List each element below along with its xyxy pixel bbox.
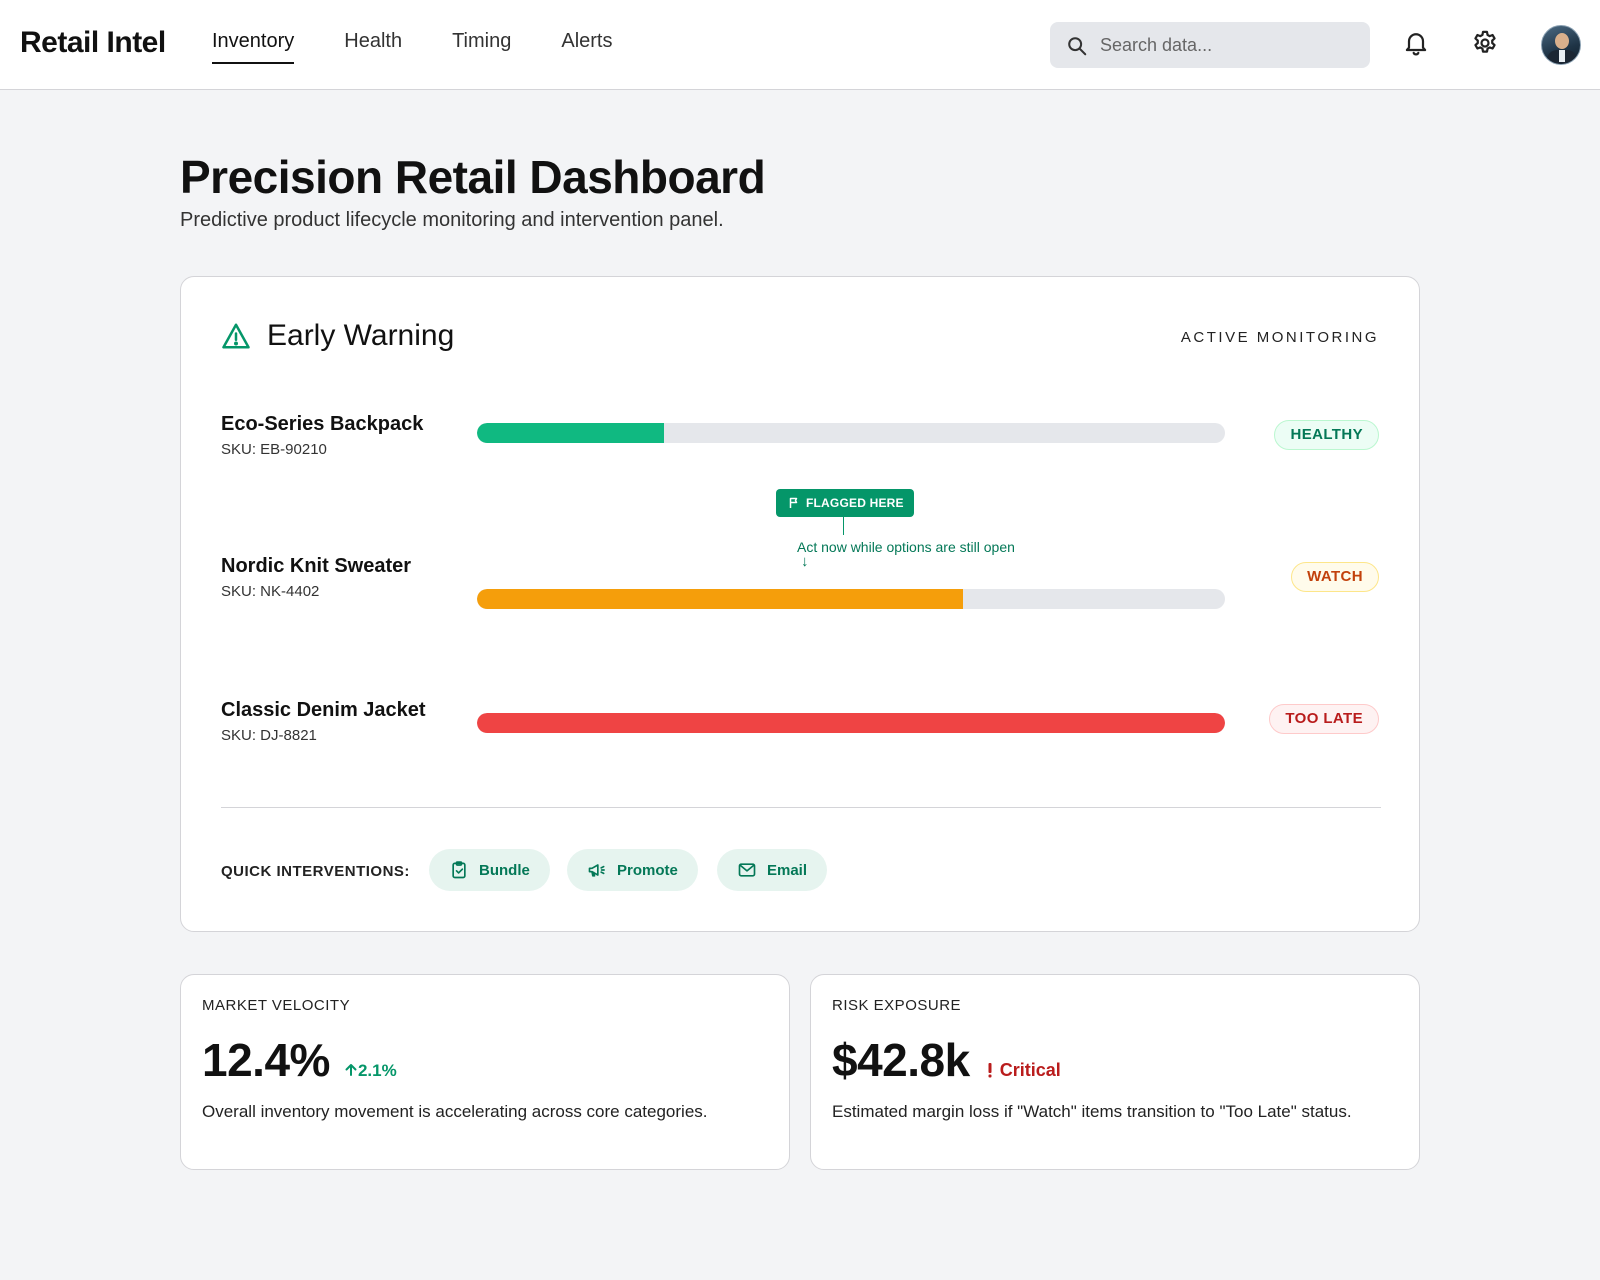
critical-indicator: Critical xyxy=(986,1060,1061,1081)
critical-label: Critical xyxy=(999,1060,1061,1080)
early-warning-title: Early Warning xyxy=(267,319,455,352)
quick-interventions-label: QUICK INTERVENTIONS: xyxy=(221,863,410,880)
email-label: Email xyxy=(767,861,808,879)
main-nav: Inventory Health Timing Alerts xyxy=(212,30,662,64)
section-divider xyxy=(221,807,1381,808)
mail-icon xyxy=(738,863,756,877)
bundle-label: Bundle xyxy=(479,861,530,879)
status-badge-watch: WATCH xyxy=(1291,562,1379,592)
avatar[interactable] xyxy=(1541,25,1581,65)
promote-button[interactable]: Promote xyxy=(567,849,698,891)
product-name-sweater: Nordic Knit Sweater xyxy=(221,555,412,577)
bundle-button[interactable]: Bundle xyxy=(429,849,550,891)
clipboard-check-icon xyxy=(452,861,466,879)
flagged-here-marker[interactable]: FLAGGED HERE xyxy=(776,489,914,517)
avatar-face xyxy=(1555,33,1569,49)
risk-exposure-value: $42.8k xyxy=(832,1034,970,1086)
arrow-up-icon xyxy=(345,1064,357,1076)
nav-inventory[interactable]: Inventory xyxy=(212,30,295,64)
warning-triangle-icon xyxy=(222,323,250,349)
risk-exposure-label: RISK EXPOSURE xyxy=(832,997,962,1014)
megaphone-icon xyxy=(588,864,605,877)
gear-icon[interactable] xyxy=(1471,29,1499,57)
risk-exposure-description: Estimated margin loss if "Watch" items t… xyxy=(832,1102,1352,1121)
product-sku-sweater: SKU: NK-4402 xyxy=(221,583,320,600)
product-sku-jacket: SKU: DJ-8821 xyxy=(221,727,317,744)
flag-label: FLAGGED HERE xyxy=(806,496,904,510)
market-velocity-value: 12.4% xyxy=(202,1034,330,1086)
lifecycle-bar-backpack xyxy=(477,423,1225,443)
market-velocity-label: MARKET VELOCITY xyxy=(202,997,351,1014)
product-name-jacket: Classic Denim Jacket xyxy=(221,699,426,721)
avatar-shirt xyxy=(1559,50,1565,62)
lifecycle-bar-jacket xyxy=(477,713,1225,733)
nav-alerts[interactable]: Alerts xyxy=(561,30,613,52)
product-sku-backpack: SKU: EB-90210 xyxy=(221,441,327,458)
promote-label: Promote xyxy=(617,861,678,879)
early-warning-header: Early Warning xyxy=(221,319,454,353)
search-box[interactable] xyxy=(1050,22,1370,68)
exclamation-icon xyxy=(988,1063,992,1078)
search-icon xyxy=(1068,37,1087,56)
lifecycle-fill-sweater xyxy=(477,589,964,609)
page-subtitle: Predictive product lifecycle monitoring … xyxy=(180,209,724,231)
flag-icon xyxy=(789,497,798,508)
market-velocity-card: MARKET VELOCITY 12.4% 2.1% Overall inven… xyxy=(180,974,790,1170)
market-velocity-delta-value: 2.1% xyxy=(357,1061,397,1080)
status-badge-healthy: HEALTHY xyxy=(1274,420,1379,450)
lifecycle-fill-backpack xyxy=(477,423,664,443)
brand-logo[interactable]: Retail Intel xyxy=(20,26,166,59)
monitoring-status: ACTIVE MONITORING xyxy=(1180,329,1379,346)
risk-exposure-value-row: $42.8k Critical xyxy=(832,1033,1061,1087)
nav-health[interactable]: Health xyxy=(344,30,403,52)
flag-connector xyxy=(843,517,844,535)
market-velocity-delta: 2.1% xyxy=(344,1061,397,1081)
flag-arrow: ↓ xyxy=(801,553,809,570)
risk-exposure-card: RISK EXPOSURE $42.8k Critical Estimated … xyxy=(810,974,1420,1170)
top-bar: Retail Intel Inventory Health Timing Ale… xyxy=(0,0,1600,90)
nav-timing[interactable]: Timing xyxy=(452,30,512,52)
status-badge-too-late: TOO LATE xyxy=(1269,704,1379,734)
bell-icon[interactable] xyxy=(1402,29,1430,57)
search-input[interactable] xyxy=(1100,22,1360,68)
market-velocity-description: Overall inventory movement is accelerati… xyxy=(202,1102,708,1121)
lifecycle-bar-sweater xyxy=(477,589,1225,609)
page-title: Precision Retail Dashboard xyxy=(180,151,766,203)
email-button[interactable]: Email xyxy=(717,849,828,891)
product-name-backpack: Eco-Series Backpack xyxy=(221,413,424,435)
lifecycle-fill-jacket xyxy=(477,713,1225,733)
market-velocity-value-row: 12.4% 2.1% xyxy=(202,1033,397,1087)
flag-note: Act now while options are still open xyxy=(797,539,1015,555)
early-warning-card: Early Warning ACTIVE MONITORING Eco-Seri… xyxy=(180,276,1420,932)
